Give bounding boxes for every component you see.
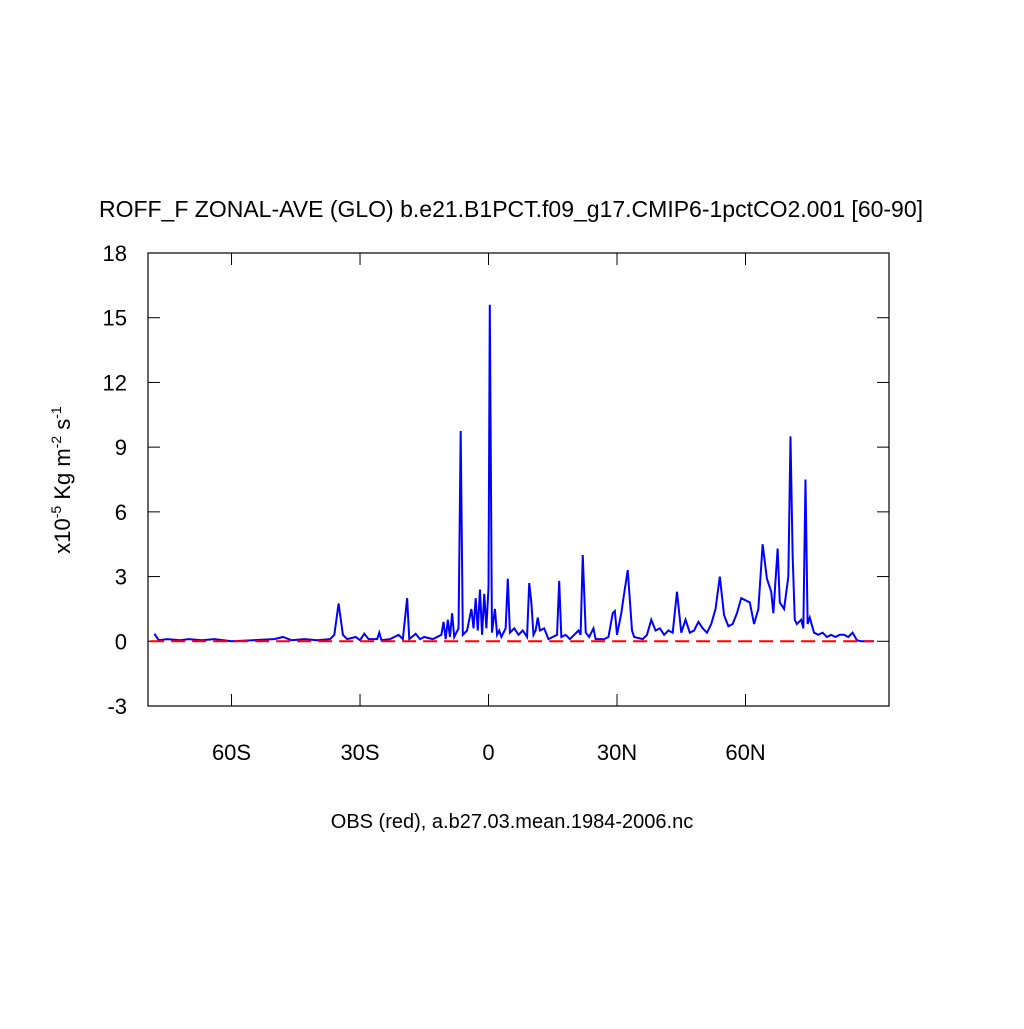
y-axis-label: x10-5 Kg m-2 s-1 — [48, 406, 75, 554]
y-tick-label: 15 — [103, 306, 127, 331]
x-tick-label: 30S — [340, 740, 379, 765]
y-label-sup: -5 — [48, 506, 64, 519]
y-label-part: x10 — [50, 518, 75, 553]
chart-title: ROFF_F ZONAL-AVE (GLO) b.e21.B1PCT.f09_g… — [99, 196, 923, 222]
plot-frame — [147, 252, 890, 707]
data-line — [153, 304, 875, 643]
y-label-part: s — [50, 419, 75, 436]
y-tick-label: 0 — [115, 629, 127, 654]
y-label-part: Kg m — [50, 448, 75, 505]
subtitle: OBS (red), a.b27.03.mean.1984-2006.nc — [331, 811, 693, 833]
y-tick-label: -3 — [107, 694, 127, 719]
y-label-sup: -2 — [48, 436, 64, 449]
x-tick-label: 60S — [212, 740, 251, 765]
x-tick-label: 60N — [725, 740, 765, 765]
y-tick-label: 6 — [115, 500, 127, 525]
y-tick-label: 18 — [103, 241, 127, 266]
x-tick-label: 0 — [482, 740, 494, 765]
y-label-sup: -1 — [48, 406, 64, 419]
y-tick-label: 12 — [103, 370, 127, 395]
y-tick-label: 9 — [115, 435, 127, 460]
x-tick-label: 30N — [597, 740, 637, 765]
y-tick-label: 3 — [115, 565, 127, 590]
